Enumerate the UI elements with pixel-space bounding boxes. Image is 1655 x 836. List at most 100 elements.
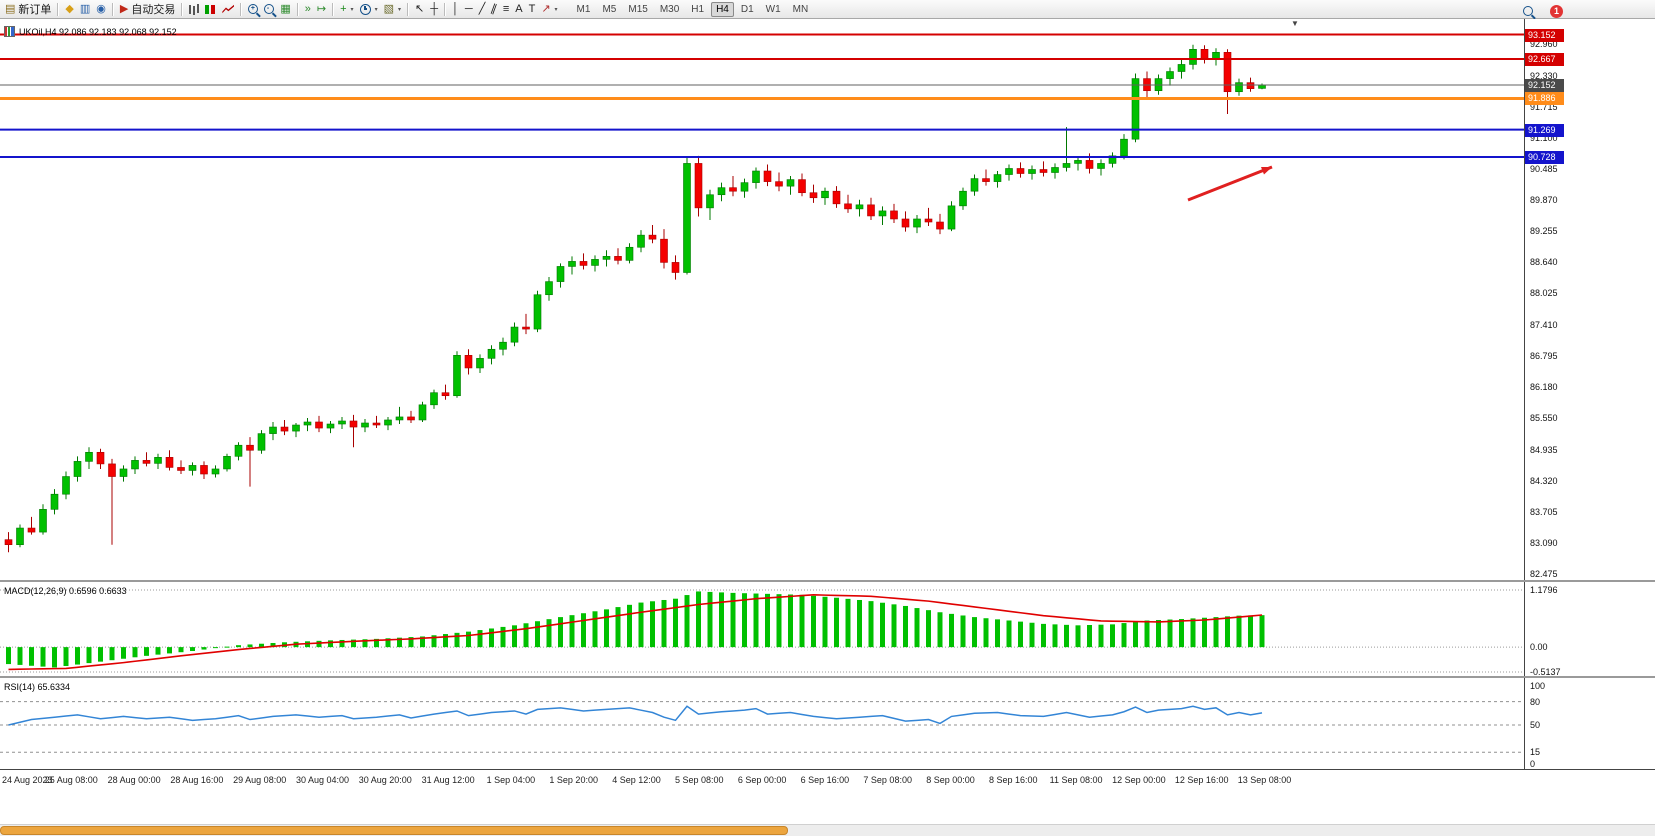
macd-histogram-bar	[1248, 615, 1253, 648]
metaeditor-button[interactable]: ◆	[62, 0, 76, 18]
timeframe-m30-button[interactable]: M30	[659, 3, 680, 15]
timeframe-m1-button[interactable]: M1	[576, 3, 591, 15]
timeframe-m5-button[interactable]: M5	[602, 3, 617, 15]
indicators-button[interactable]: + ▾	[337, 0, 356, 18]
macd-histogram-bar	[247, 644, 253, 648]
macd-histogram-bar	[63, 647, 69, 667]
bear-candle	[809, 192, 818, 199]
bear-candle	[441, 392, 450, 397]
new-order-button[interactable]: ▤ 新订单	[2, 0, 54, 18]
main-chart-panel: UKOil,H4 92.086 92.183 92.068 92.152 ▼ 9…	[0, 19, 1655, 580]
rsi-tick-label: 0	[1530, 759, 1536, 769]
toolbar-separator	[111, 2, 114, 16]
time-axis[interactable]: 24 Aug 2023 25 Aug 08:00 28 Aug 00:00 28 Au…	[0, 769, 1655, 793]
timeframe-mn-button[interactable]: MN	[792, 3, 809, 15]
bull-candle	[1051, 167, 1059, 173]
text-button[interactable]: A	[512, 0, 525, 18]
clock-icon	[359, 3, 371, 15]
dropdown-arrow-icon: ▾	[374, 6, 378, 13]
trend-arrow-head[interactable]	[1261, 166, 1272, 175]
zoom-out-button[interactable]: -	[261, 0, 277, 18]
trend-arrow-shaft[interactable]	[1187, 165, 1273, 202]
price-tick-label: 86.795	[1530, 350, 1558, 361]
bear-candle	[579, 261, 588, 266]
macd-histogram-bar	[615, 607, 621, 648]
terminal-button[interactable]: ▥	[77, 0, 93, 18]
lens-sign: +	[250, 5, 255, 12]
timeframe-h4-button[interactable]: H4	[711, 1, 734, 17]
bull-candle	[959, 190, 967, 207]
macd-histogram-bar	[1133, 621, 1138, 648]
macd-histogram-bar	[788, 594, 793, 648]
timeframe-group: M1 M5 M15 M30 H1 H4 D1 W1 MN	[571, 1, 815, 17]
rsi-panel: RSI(14) 65.6334 100 80 50 15 0	[0, 678, 1655, 769]
bar-chart-button[interactable]	[186, 0, 202, 18]
time-tick-label: 7 Sep 08:00	[863, 775, 912, 785]
time-tick-label: 12 Sep 16:00	[1174, 775, 1229, 785]
fibonacci-button[interactable]: ≡	[500, 0, 512, 18]
macd-histogram-bar	[1202, 617, 1207, 648]
tile-windows-button[interactable]: ▦	[277, 0, 293, 18]
bear-candle	[614, 256, 622, 261]
macd-histogram-bar	[98, 647, 103, 662]
bear-candle	[924, 218, 933, 223]
macd-histogram-bar	[466, 631, 471, 648]
bull-candle	[947, 205, 956, 230]
time-tick-label: 1 Sep 04:00	[486, 775, 536, 785]
timeframe-d1-button[interactable]: D1	[740, 3, 754, 15]
navigator-button[interactable]: ◉	[93, 0, 109, 18]
horizontal-line-button[interactable]: ─	[462, 0, 476, 18]
macd-histogram-bar	[259, 643, 264, 648]
macd-tick-label: 1.1796	[1530, 585, 1558, 595]
macd-axis[interactable]: 1.1796 0.00 -0.5137	[1524, 582, 1655, 676]
timeframe-w1-button[interactable]: W1	[765, 3, 781, 15]
macd-histogram-bar	[477, 630, 483, 648]
periods-button[interactable]: ▾	[357, 0, 381, 18]
chart-shift-button[interactable]: ↦	[314, 0, 329, 18]
timeframe-h1-button[interactable]: H1	[691, 3, 705, 15]
bull-candle	[533, 294, 542, 330]
macd-histogram-bar	[351, 639, 356, 648]
zoom-in-button[interactable]: +	[245, 0, 261, 18]
resistance-line-upper-badge: 93.152	[1525, 28, 1564, 42]
line-chart-button[interactable]	[219, 0, 237, 18]
bull-candle	[591, 259, 599, 266]
toolbar-right: 1	[1520, 2, 1563, 20]
macd-histogram-bar	[845, 598, 851, 648]
rsi-axis[interactable]: 100 80 50 15 0	[1524, 678, 1655, 769]
bull-candle	[625, 246, 634, 261]
search-button[interactable]	[1520, 2, 1536, 20]
crosshair-button[interactable]: ┼	[427, 0, 441, 18]
macd-histogram-bar	[431, 635, 437, 648]
macd-histogram-bar	[1029, 622, 1035, 648]
chart-shift-marker[interactable]: ▼	[1291, 19, 1299, 28]
templates-button[interactable]: ▧ ▾	[381, 0, 404, 18]
chart-title-text: UKOil,H4 92.086 92.183 92.068 92.152	[19, 26, 177, 37]
text-label-button[interactable]: T	[526, 0, 539, 18]
scrollbar-thumb[interactable]	[0, 826, 788, 835]
bull-candle	[993, 174, 1002, 182]
bear-candle	[1039, 169, 1048, 173]
main-price-axis[interactable]: 92.960 92.330 91.715 91.100 90.485 89.870 89.2…	[1524, 19, 1655, 580]
autotrading-button[interactable]: ▶ 自动交易	[117, 0, 178, 18]
horizontal-scrollbar[interactable]	[0, 824, 1655, 836]
macd-values: 0.6596 0.6633	[69, 586, 127, 596]
channel-button[interactable]: ∥	[488, 0, 500, 18]
auto-scroll-button[interactable]: »	[302, 0, 314, 18]
bear-candle	[349, 420, 358, 428]
macd-histogram-bar	[592, 611, 598, 648]
timeframe-m15-button[interactable]: M15	[628, 3, 648, 15]
arrows-button[interactable]: ↗ ▾	[538, 0, 560, 18]
candlestick-chart-button[interactable]	[202, 0, 219, 18]
notification-badge[interactable]: 1	[1550, 4, 1563, 18]
bear-candle	[1085, 160, 1094, 169]
vertical-line-button[interactable]: │	[449, 0, 462, 18]
rsi-tick-label: 50	[1530, 720, 1541, 730]
bull-candle	[878, 210, 887, 217]
trendline-button[interactable]: ╱	[476, 0, 489, 18]
macd-histogram-bar	[1144, 620, 1150, 648]
bear-candle	[1246, 82, 1255, 89]
cursor-button[interactable]: ↖	[412, 0, 427, 18]
bear-candle	[936, 221, 944, 230]
macd-histogram-bar	[1087, 625, 1092, 648]
